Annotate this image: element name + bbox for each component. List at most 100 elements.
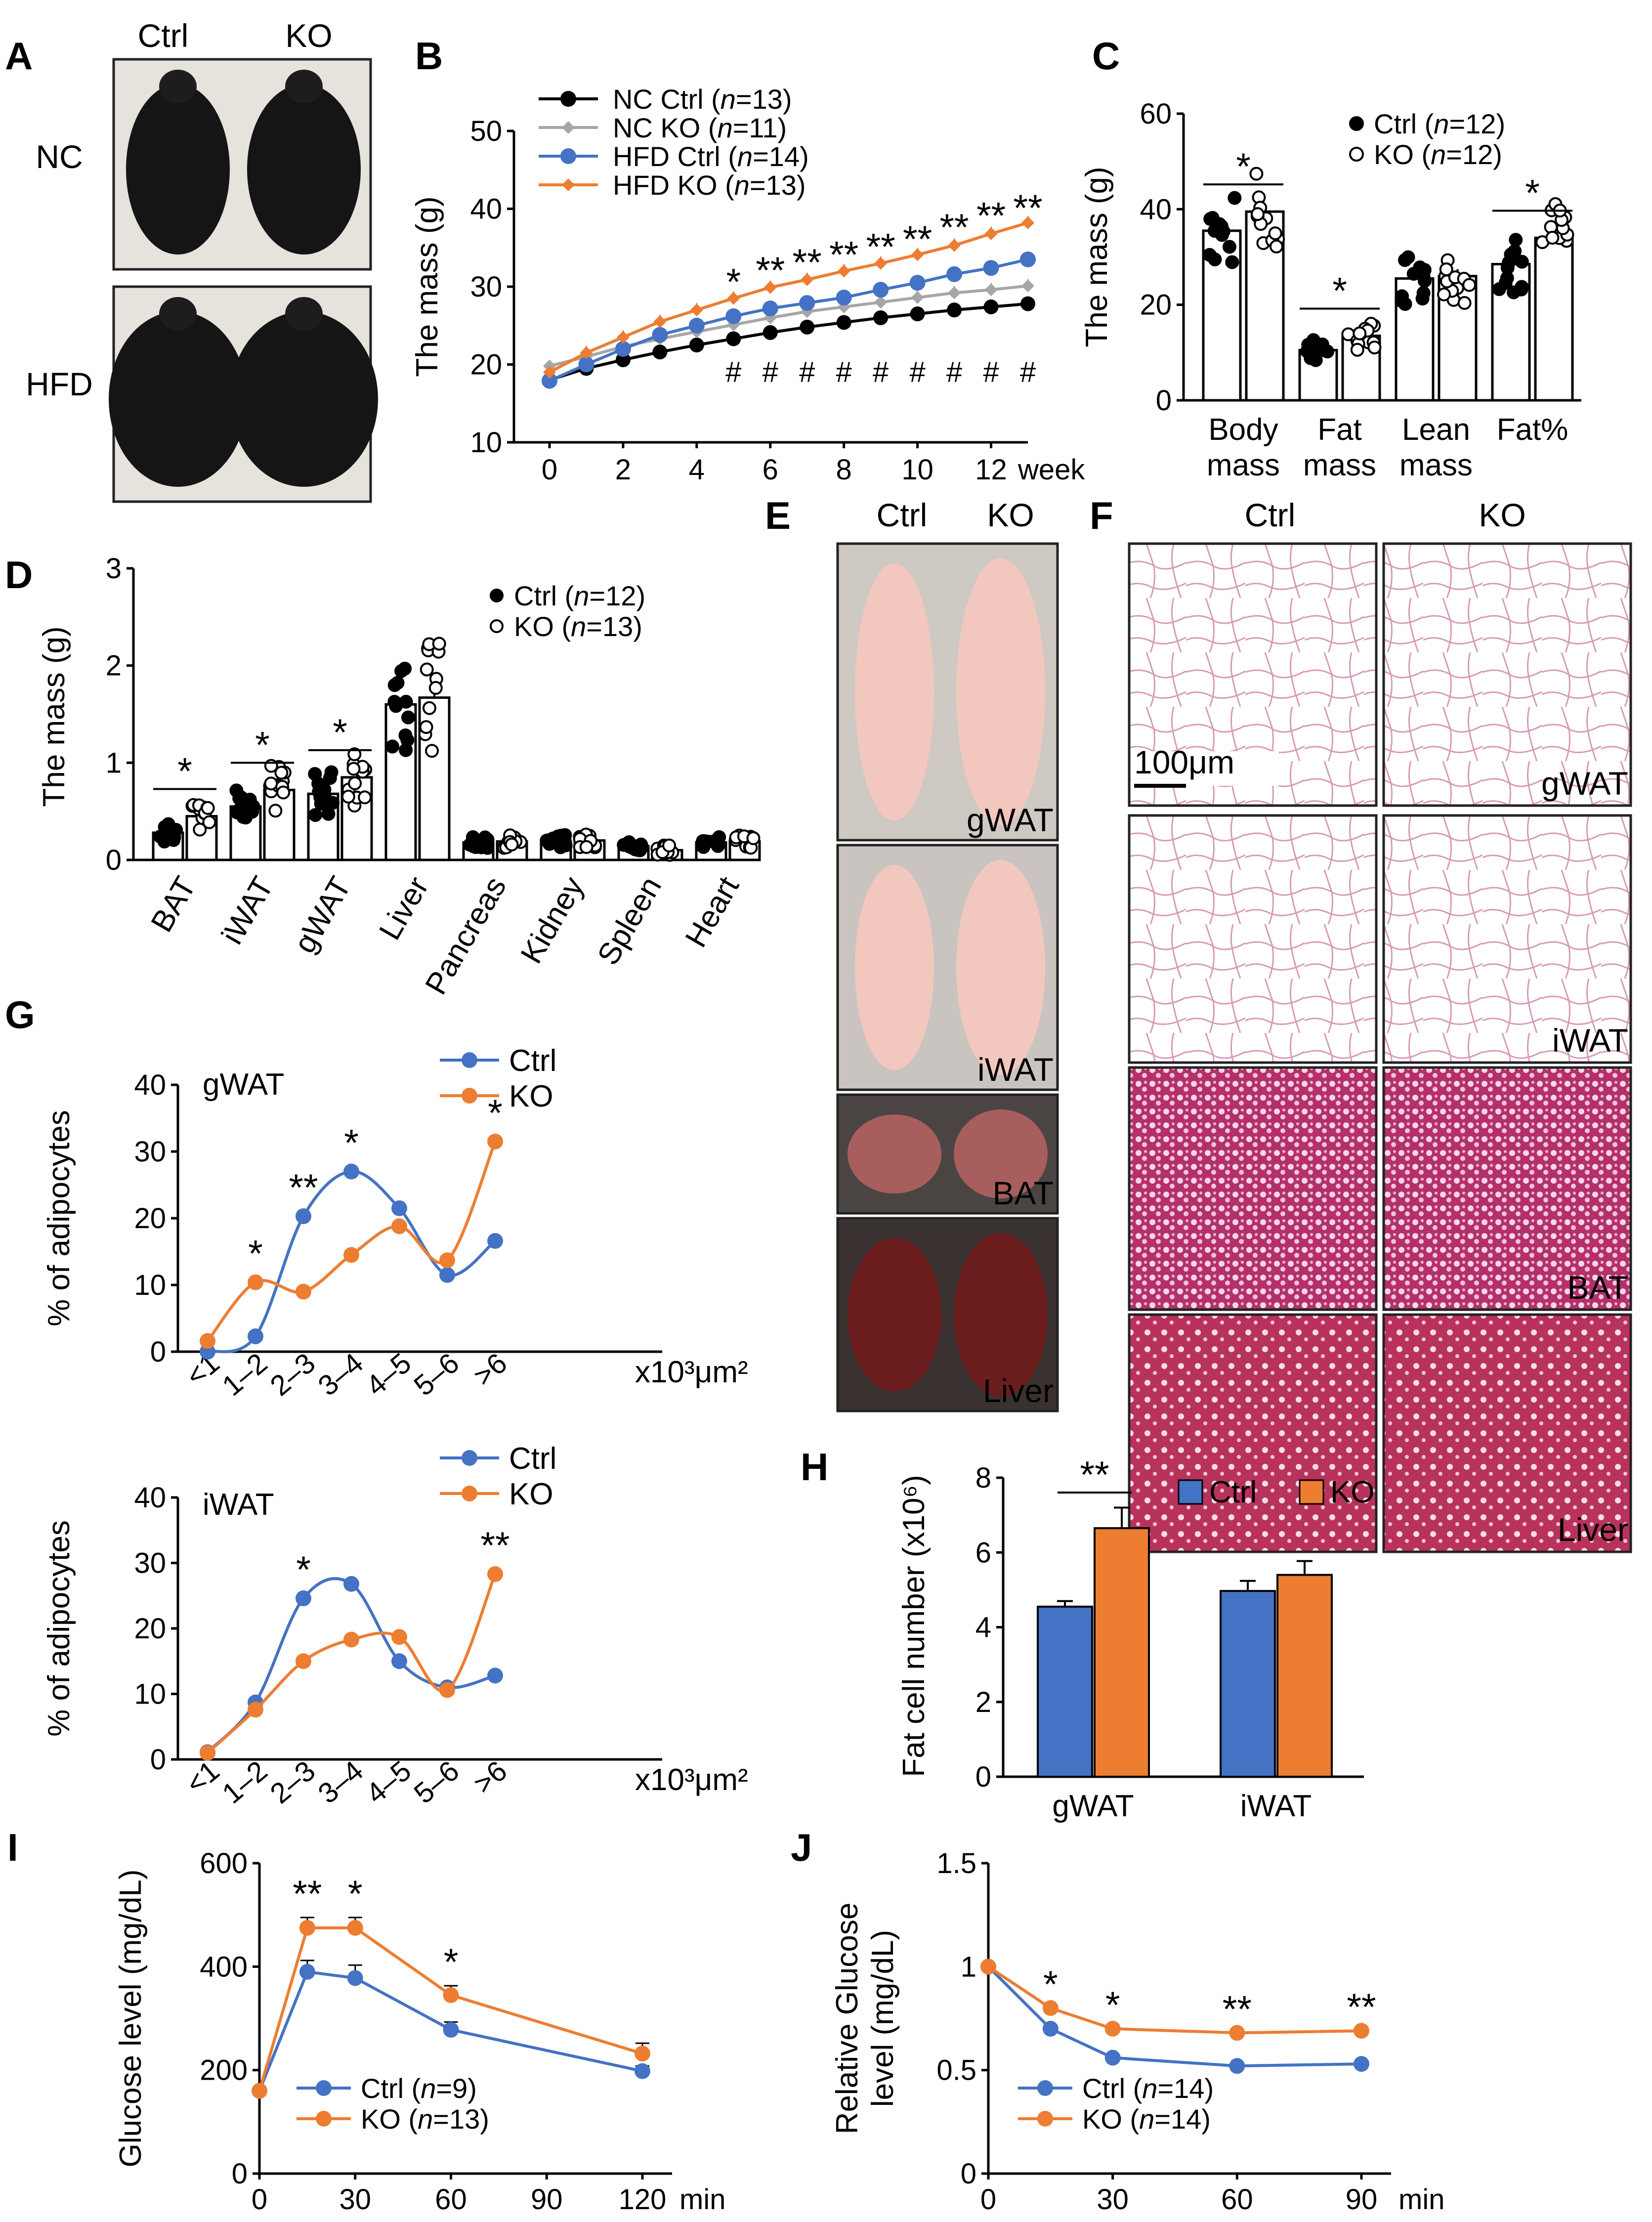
series-line-0 <box>206 1577 496 1753</box>
data-point <box>296 1283 311 1300</box>
mouse-head <box>285 70 323 103</box>
x-category-label: >6 <box>467 1754 513 1800</box>
data-point <box>299 1964 315 1980</box>
hash-marker: # <box>1020 356 1036 388</box>
data-point <box>200 1745 215 1761</box>
legend-marker <box>1037 2080 1053 2096</box>
histology-liver-ko <box>1382 1313 1632 1553</box>
data-point <box>343 1631 359 1648</box>
scatter-point <box>746 831 761 846</box>
scatter-point <box>420 662 434 677</box>
x-category-label: 4–5 <box>360 1754 417 1810</box>
x-category-label: iWAT <box>215 871 280 950</box>
y-tick-label: 10 <box>134 1678 166 1710</box>
x-category-label: mass <box>1399 448 1473 482</box>
scatter-point <box>1249 167 1264 181</box>
data-point <box>443 2022 459 2038</box>
panel-label-C: C <box>1092 34 1120 78</box>
x-category-label: 5–6 <box>408 1347 465 1402</box>
scatter-point <box>399 743 413 757</box>
data-point <box>487 1667 503 1684</box>
data-point <box>1229 2025 1245 2041</box>
scatter-point <box>422 701 436 715</box>
legend-swatch <box>1178 1479 1203 1505</box>
scatter-point <box>1214 219 1228 233</box>
legend-marker <box>462 1486 477 1501</box>
photo-row-label-hfd: HFD <box>26 366 93 402</box>
data-point <box>296 1653 311 1669</box>
tissue-ko <box>956 558 1045 825</box>
legend-entry-1: KO (n=14) <box>1082 2103 1211 2135</box>
x-category-label: <1 <box>180 1754 225 1800</box>
y-tick-label: 60 <box>1140 98 1172 130</box>
mouse-head <box>159 297 197 331</box>
legend-marker <box>316 2111 332 2127</box>
x-axis-label: week <box>1017 454 1085 486</box>
histology-iwat-ctrl <box>1128 814 1378 1064</box>
histology-label-gwat: gWAT <box>1541 765 1628 802</box>
y-tick-label: 0 <box>150 1744 166 1776</box>
legend-marker <box>562 178 575 191</box>
scatter-point <box>201 801 215 815</box>
data-point <box>1354 2056 1369 2072</box>
y-tick-label: 40 <box>1140 193 1172 225</box>
scatter-point <box>1225 255 1239 269</box>
scatter-point <box>398 728 413 742</box>
scatter-point <box>358 790 372 805</box>
tissue-ko <box>954 1110 1048 1198</box>
hash-marker: # <box>725 356 741 388</box>
y-tick-label: 20 <box>470 349 502 381</box>
legend-marker <box>462 1052 477 1068</box>
tissue-label-iwat: iWAT <box>977 1051 1054 1088</box>
tissue-ctrl <box>855 563 934 820</box>
x-category-label: 1–2 <box>216 1347 273 1402</box>
scatter-point <box>552 832 566 847</box>
significance-marker: * <box>177 751 192 793</box>
hash-marker: # <box>873 356 889 388</box>
x-tick-label: 6 <box>762 454 778 486</box>
legend-entry-0: Ctrl <box>509 1442 556 1476</box>
bar <box>1534 236 1574 402</box>
significance-marker: ** <box>793 242 822 284</box>
legend-marker <box>316 2080 332 2096</box>
photo-col-label-ko: KO <box>285 17 332 54</box>
hash-marker: # <box>946 356 962 388</box>
y-axis-label: level (mg/dL) <box>866 1930 900 2107</box>
data-point <box>635 2063 650 2079</box>
scatter-point <box>1367 341 1382 355</box>
y-tick-label: 30 <box>134 1136 166 1168</box>
hash-marker: # <box>836 356 852 388</box>
scatter-point <box>276 785 291 800</box>
x-category-label: gWAT <box>288 871 358 959</box>
bar <box>1037 1605 1093 1778</box>
scatter-point <box>1545 231 1560 245</box>
y-tick-label: 20 <box>134 1202 166 1235</box>
data-point <box>487 1566 503 1582</box>
legend-marker <box>462 1450 477 1466</box>
e-col-label-ko: KO <box>987 497 1034 533</box>
y-axis-label: % of adipocytes <box>42 1110 76 1326</box>
data-point <box>347 1970 363 1986</box>
significance-marker: * <box>726 261 741 303</box>
data-point <box>248 1702 263 1718</box>
significance-marker: * <box>296 1549 311 1591</box>
legend-entry-2: HFD Ctrl (n=14) <box>613 141 809 172</box>
scatter-point <box>1202 248 1217 262</box>
legend-marker <box>560 91 576 107</box>
x-category-label: mass <box>1207 448 1280 482</box>
mouse-body <box>247 84 361 255</box>
y-tick-label: 1 <box>106 747 122 779</box>
scatter-point <box>311 776 326 791</box>
data-point <box>391 1218 407 1235</box>
x-tick-label: 120 <box>619 2183 667 2216</box>
y-axis-label: Fat cell number (x10⁶) <box>897 1475 931 1777</box>
scatter-point <box>1398 253 1412 267</box>
significance-marker: * <box>344 1122 359 1164</box>
inset-label: gWAT <box>203 1068 284 1102</box>
y-tick-label: 8 <box>975 1462 991 1494</box>
data-point <box>1229 2058 1245 2074</box>
legend-entry-0: Ctrl <box>509 1044 556 1078</box>
scatter-point <box>1437 287 1451 301</box>
significance-marker: * <box>1236 146 1251 188</box>
